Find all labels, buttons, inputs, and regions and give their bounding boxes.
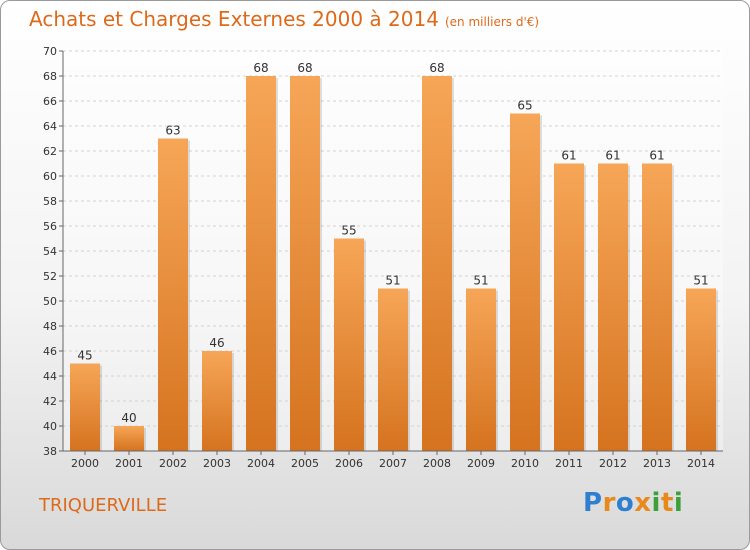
town-name: TRIQUERVILLE	[39, 495, 168, 516]
bar-value-label: 46	[209, 336, 224, 350]
y-tick-label: 54	[43, 245, 57, 258]
y-tick-label: 48	[43, 320, 57, 333]
bar-value-label: 61	[605, 149, 620, 163]
y-tick-label: 68	[43, 70, 57, 83]
y-tick-label: 46	[43, 345, 57, 358]
bar-value-label: 51	[693, 274, 708, 288]
bar	[290, 76, 320, 451]
x-tick-label: 2004	[247, 457, 275, 470]
axes: 38 40 42 44 46 48 50 52 54 56 58 60 62 64 66 68 70 2000 20…	[43, 45, 723, 470]
bar	[510, 113, 540, 451]
logo-letter: t	[660, 488, 674, 518]
x-tick-label: 2002	[159, 457, 187, 470]
x-tick-label: 2005	[291, 457, 319, 470]
bars: 45 40 63 46 68 68 55 51 68 51 65 61 61 61 51	[70, 61, 718, 451]
bar	[158, 138, 188, 451]
y-tick-label: 62	[43, 145, 57, 158]
y-tick-label: 64	[43, 120, 57, 133]
x-tick-label: 2001	[115, 457, 143, 470]
logo-letter: x	[634, 488, 652, 518]
bar-value-label: 68	[297, 61, 312, 75]
bar	[246, 76, 276, 451]
x-tick-label: 2013	[643, 457, 671, 470]
x-tick-label: 2012	[599, 457, 627, 470]
bar	[334, 238, 364, 451]
y-tick-label: 70	[43, 45, 57, 58]
x-tick-label: 2000	[71, 457, 99, 470]
y-tick-label: 60	[43, 170, 57, 183]
y-tick-label: 42	[43, 395, 57, 408]
bar-value-label: 68	[429, 61, 444, 75]
chart-subtitle: (en milliers d'€)	[444, 15, 540, 29]
x-tick-label: 2006	[335, 457, 363, 470]
bar	[422, 76, 452, 451]
bar	[114, 426, 144, 451]
bar	[686, 288, 716, 451]
y-tick-label: 58	[43, 195, 57, 208]
bar-value-label: 51	[473, 274, 488, 288]
x-tick-label: 2008	[423, 457, 451, 470]
logo-letter: i	[673, 488, 684, 518]
y-tick-label: 40	[43, 420, 57, 433]
logo-letter: o	[615, 488, 635, 518]
bar-value-label: 45	[77, 349, 92, 363]
bar	[642, 163, 672, 451]
x-tick-label: 2007	[379, 457, 407, 470]
bar-value-label: 68	[253, 61, 268, 75]
bar-value-label: 51	[385, 274, 400, 288]
bar-value-label: 55	[341, 224, 356, 238]
bar	[202, 351, 232, 451]
bar-value-label: 63	[165, 124, 180, 138]
x-tick-label: 2011	[555, 457, 583, 470]
x-tick-label: 2014	[687, 457, 715, 470]
y-tick-label: 56	[43, 220, 57, 233]
logo-letter: r	[602, 488, 616, 518]
y-tick-label: 44	[43, 370, 57, 383]
bar	[466, 288, 496, 451]
y-tick-label: 38	[43, 445, 57, 458]
x-tick-label: 2009	[467, 457, 495, 470]
logo-letter: i	[651, 488, 661, 518]
y-tick-label: 66	[43, 95, 57, 108]
y-tick-label: 50	[43, 295, 57, 308]
bar	[378, 288, 408, 451]
bar-value-label: 40	[121, 411, 136, 425]
proxiti-logo: Proxiti	[583, 488, 683, 518]
y-tick-label: 52	[43, 270, 57, 283]
chart-title: Achats et Charges Externes 2000 à 2014 (e…	[29, 7, 539, 31]
bar-value-label: 61	[649, 149, 664, 163]
x-tick-label: 2010	[511, 457, 539, 470]
bar	[554, 163, 584, 451]
logo-letter: P	[583, 488, 603, 518]
bar-value-label: 61	[561, 149, 576, 163]
title-text: Achats et Charges Externes 2000 à 2014	[29, 7, 439, 31]
x-tick-label: 2003	[203, 457, 231, 470]
bar	[70, 363, 100, 451]
bar-value-label: 65	[517, 99, 532, 113]
bar	[598, 163, 628, 451]
